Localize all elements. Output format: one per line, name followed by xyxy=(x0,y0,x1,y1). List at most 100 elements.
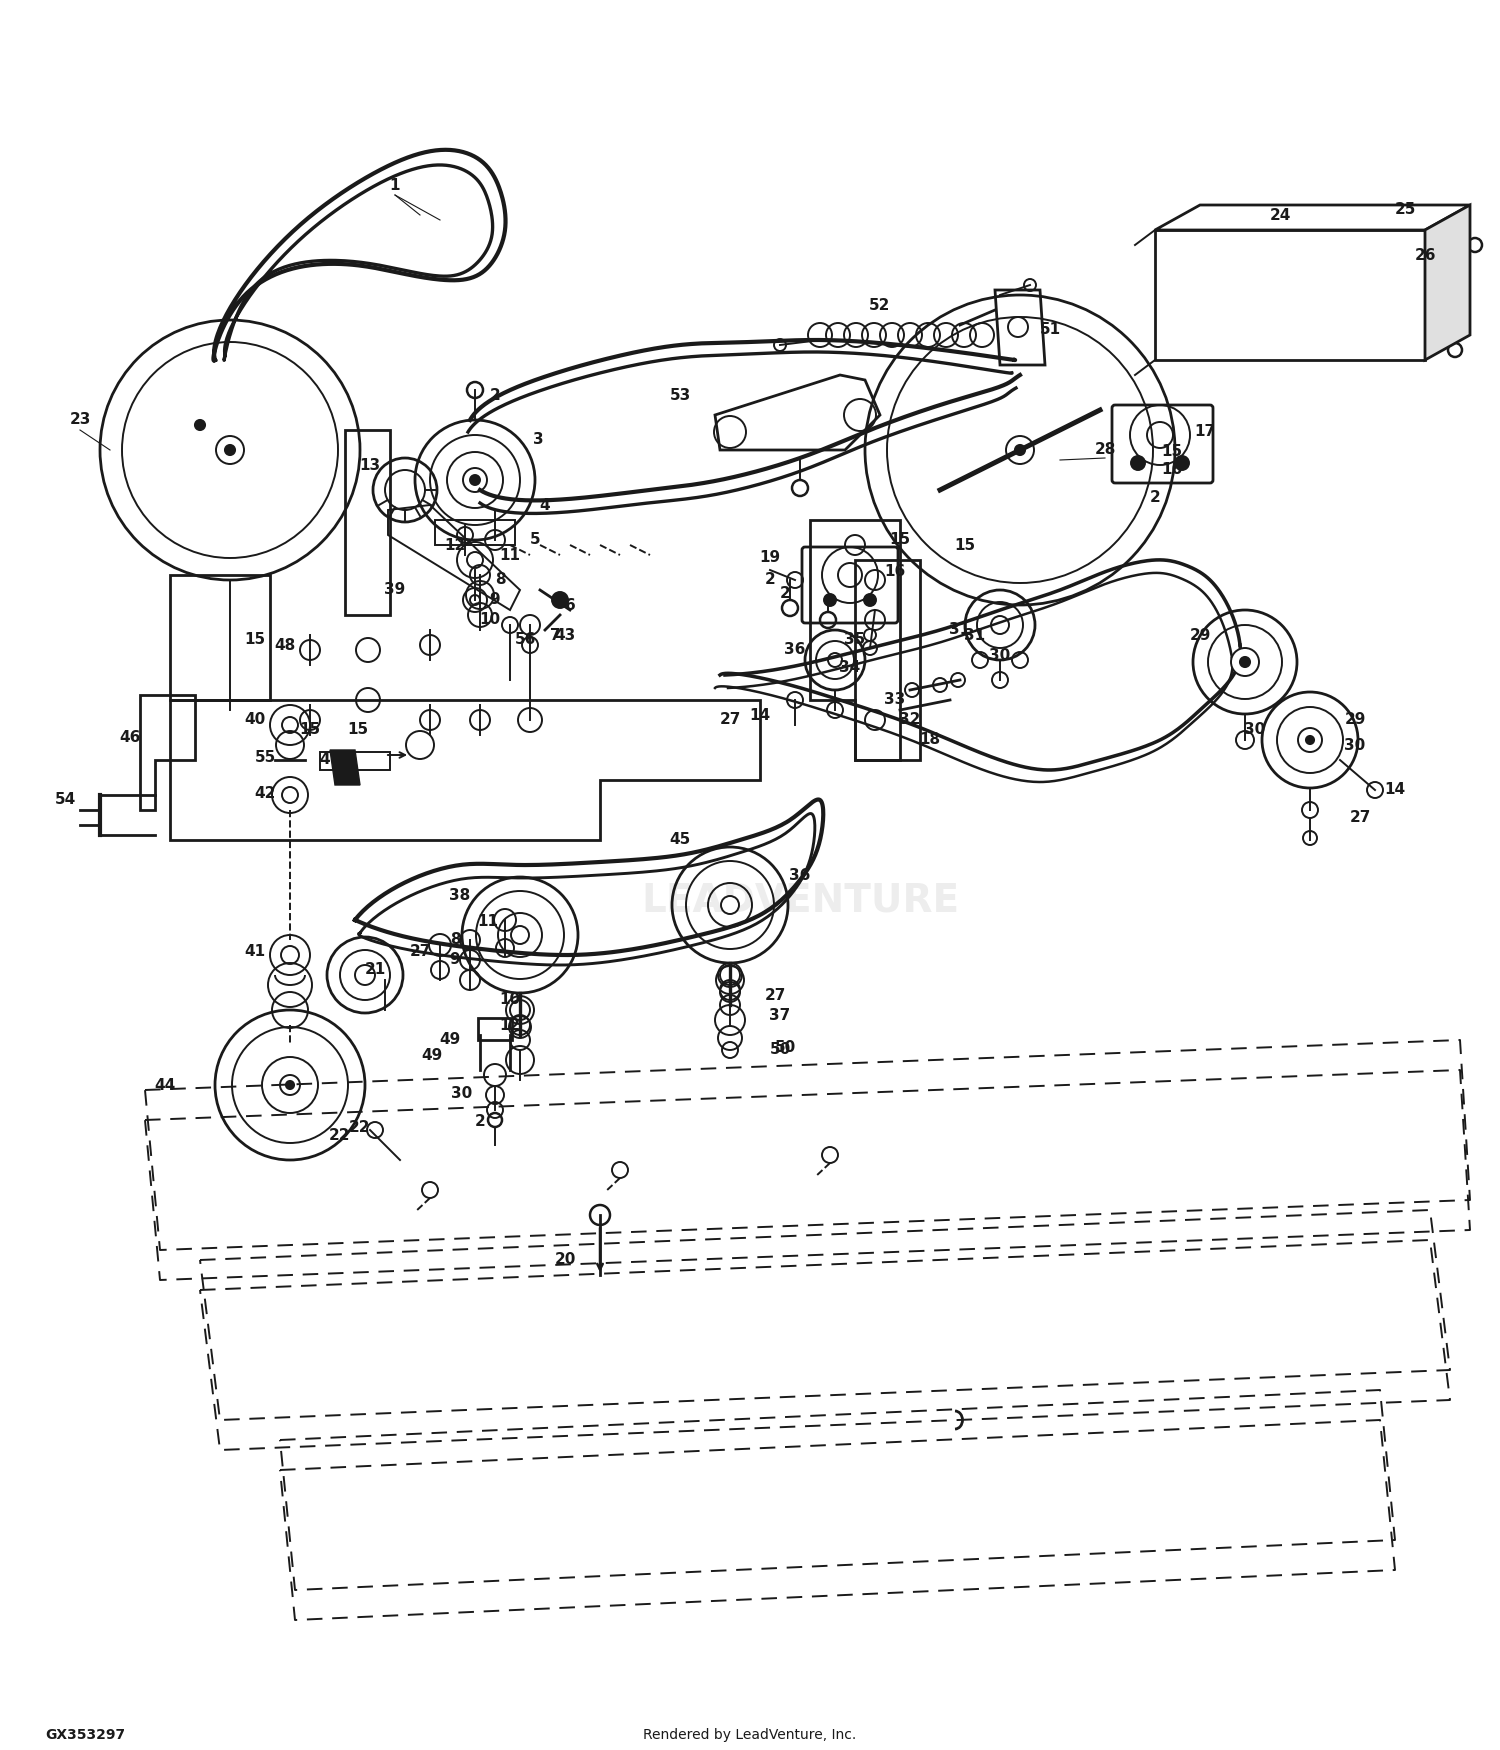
Text: 15: 15 xyxy=(954,537,975,553)
Text: 49: 49 xyxy=(422,1048,442,1062)
Text: 48: 48 xyxy=(274,637,296,653)
Text: 55: 55 xyxy=(255,751,276,765)
Text: 22: 22 xyxy=(330,1127,351,1143)
Text: 11: 11 xyxy=(500,548,520,562)
Circle shape xyxy=(824,593,836,605)
Circle shape xyxy=(552,592,568,607)
Text: 27: 27 xyxy=(410,945,430,959)
Circle shape xyxy=(286,1082,294,1088)
Text: 9: 9 xyxy=(489,593,501,607)
Circle shape xyxy=(1240,656,1250,667)
Text: 40: 40 xyxy=(244,712,266,728)
Text: 17: 17 xyxy=(1194,425,1215,439)
Text: 50: 50 xyxy=(774,1041,795,1055)
Text: 46: 46 xyxy=(120,730,141,746)
Text: 9: 9 xyxy=(450,952,460,968)
Text: 20: 20 xyxy=(555,1253,576,1267)
Bar xyxy=(855,560,920,760)
Text: 2: 2 xyxy=(765,572,776,588)
Text: 12: 12 xyxy=(500,1017,520,1032)
Text: 36: 36 xyxy=(784,642,806,658)
Text: 15: 15 xyxy=(890,532,910,548)
Circle shape xyxy=(225,444,236,455)
Text: 52: 52 xyxy=(870,298,891,313)
Circle shape xyxy=(722,896,740,914)
Bar xyxy=(345,430,390,614)
Polygon shape xyxy=(1425,205,1470,360)
Text: 5: 5 xyxy=(530,532,540,548)
Text: 41: 41 xyxy=(244,945,266,959)
Text: 42: 42 xyxy=(255,786,276,800)
Text: 2: 2 xyxy=(474,1115,486,1129)
Text: 15: 15 xyxy=(300,723,321,737)
Text: 13: 13 xyxy=(360,457,381,472)
Circle shape xyxy=(1232,648,1258,676)
Text: GX353297: GX353297 xyxy=(45,1727,125,1741)
Text: 2: 2 xyxy=(780,586,790,602)
Text: 11: 11 xyxy=(477,915,498,929)
Bar xyxy=(320,752,390,770)
Text: 1: 1 xyxy=(390,177,400,192)
Text: 15: 15 xyxy=(244,632,266,648)
Text: 25: 25 xyxy=(1395,203,1416,217)
Text: 18: 18 xyxy=(920,733,940,747)
Polygon shape xyxy=(1155,205,1470,229)
Text: 26: 26 xyxy=(1414,247,1436,262)
Bar xyxy=(1155,229,1425,360)
Circle shape xyxy=(195,420,206,430)
Text: 30: 30 xyxy=(452,1085,472,1101)
Text: 3: 3 xyxy=(532,432,543,448)
Text: 45: 45 xyxy=(669,833,690,847)
Text: 14: 14 xyxy=(1384,782,1406,798)
Text: 4: 4 xyxy=(540,497,550,513)
Text: 15: 15 xyxy=(348,723,369,737)
Text: 29: 29 xyxy=(1344,712,1365,728)
Text: 27: 27 xyxy=(720,712,741,728)
Text: 6: 6 xyxy=(564,597,576,612)
Text: 24: 24 xyxy=(1269,208,1290,222)
Text: 23: 23 xyxy=(69,413,90,427)
Text: 44: 44 xyxy=(154,1078,176,1092)
Text: 29: 29 xyxy=(1190,628,1210,642)
Text: 33: 33 xyxy=(885,693,906,707)
Text: 30: 30 xyxy=(1245,723,1266,737)
Text: 32: 32 xyxy=(900,712,921,728)
Text: 2: 2 xyxy=(1149,490,1161,506)
Text: LEADVENTURE: LEADVENTURE xyxy=(640,880,958,919)
Text: 14: 14 xyxy=(750,707,771,723)
Text: 30: 30 xyxy=(990,648,1011,663)
Circle shape xyxy=(1298,728,1322,752)
Text: 54: 54 xyxy=(54,793,75,807)
Polygon shape xyxy=(330,751,360,786)
Text: 50: 50 xyxy=(770,1043,790,1057)
Circle shape xyxy=(864,593,876,605)
Circle shape xyxy=(1016,444,1025,455)
Text: 49: 49 xyxy=(440,1032,460,1048)
Text: 2: 2 xyxy=(489,387,501,402)
Circle shape xyxy=(280,1074,300,1096)
Circle shape xyxy=(356,964,375,985)
Text: 22: 22 xyxy=(350,1120,370,1136)
Circle shape xyxy=(1306,737,1314,744)
Text: 27: 27 xyxy=(1350,810,1371,826)
Text: 34: 34 xyxy=(840,660,861,676)
Text: 56: 56 xyxy=(514,632,535,648)
Text: Rendered by LeadVenture, Inc.: Rendered by LeadVenture, Inc. xyxy=(644,1727,856,1741)
Text: 35: 35 xyxy=(844,632,865,648)
Text: 7: 7 xyxy=(549,628,561,642)
Text: 27: 27 xyxy=(765,987,786,1003)
Text: 8: 8 xyxy=(495,572,506,588)
Text: 15: 15 xyxy=(1161,444,1182,460)
Text: 36: 36 xyxy=(789,868,810,882)
Text: 37: 37 xyxy=(770,1008,790,1022)
Text: 28: 28 xyxy=(1095,443,1116,457)
Text: 39: 39 xyxy=(384,583,405,597)
Text: 51: 51 xyxy=(1040,322,1060,338)
Text: 8: 8 xyxy=(450,933,460,947)
Text: 31: 31 xyxy=(950,623,970,637)
Text: 47: 47 xyxy=(320,752,340,768)
Text: 12: 12 xyxy=(444,537,465,553)
Circle shape xyxy=(1131,457,1144,471)
Text: 21: 21 xyxy=(364,963,386,978)
Bar xyxy=(435,520,514,544)
